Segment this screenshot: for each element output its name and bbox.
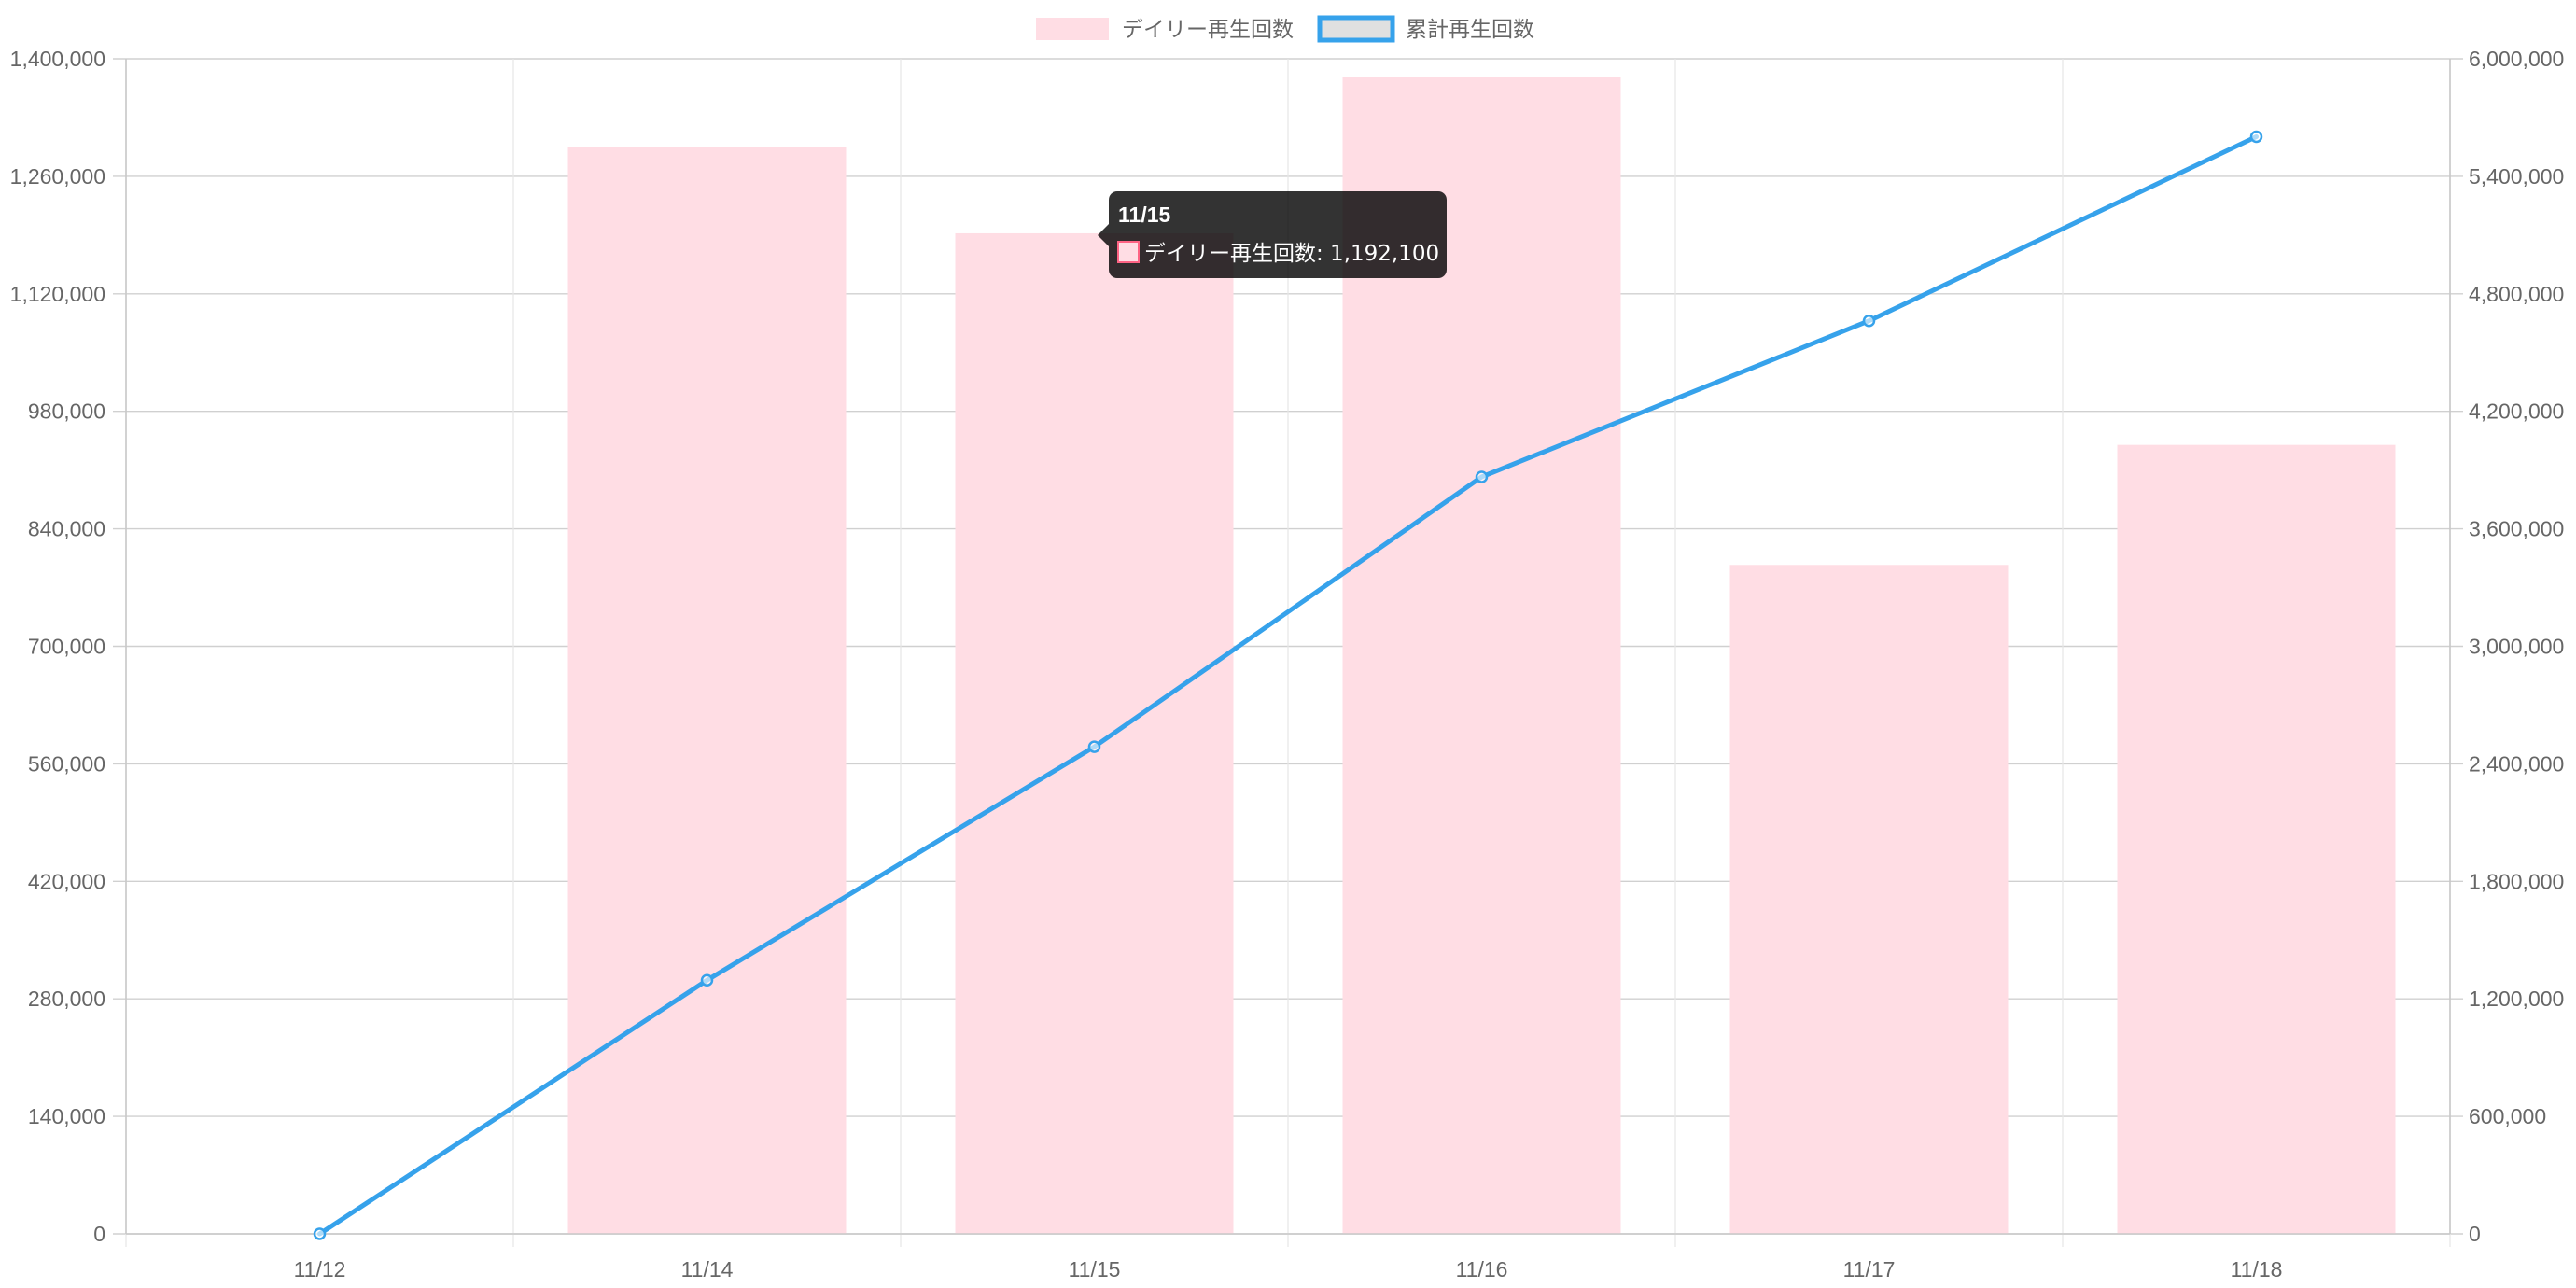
tooltip-box <box>1109 191 1447 278</box>
y-right-tick-label: 3,600,000 <box>2469 517 2564 541</box>
point-11-17 <box>1862 314 1876 328</box>
point-11-15 <box>1087 740 1101 753</box>
y-left-tick-label: 140,000 <box>28 1104 105 1128</box>
tooltip-color-box <box>1117 241 1140 263</box>
tooltip-label: デイリー再生回数: 1,192,100 <box>1144 242 1439 266</box>
point-11-14 <box>700 973 714 987</box>
y-left-tick-label: 980,000 <box>28 399 105 424</box>
bar-series-daily <box>567 77 2396 1235</box>
line-series-cumulative <box>313 130 2263 1240</box>
bar-11-17 <box>1729 565 2009 1234</box>
x-tick-label: 11/17 <box>1843 1257 1896 1281</box>
legend-swatch-cumulative[interactable] <box>1317 15 1395 43</box>
y-right-tick-label: 4,200,000 <box>2469 399 2564 424</box>
y-left-tick-label: 280,000 <box>28 987 105 1011</box>
y-left-tick-label: 560,000 <box>28 751 105 776</box>
cumulative-line <box>317 133 2259 1237</box>
axes: 0 140,000 280,000 420,000 560,000 700,000 840,… <box>10 47 2565 1281</box>
point-11-12 <box>313 1227 327 1240</box>
tooltip: 11/15 デイリー再生回数: 1,192,100 <box>1098 191 1447 278</box>
y-left-tick-label: 1,260,000 <box>10 164 105 189</box>
legend-swatch-daily[interactable] <box>1036 18 1109 40</box>
y-left-tick-label: 1,120,000 <box>10 282 105 306</box>
x-tick-label: 11/15 <box>1069 1257 1121 1281</box>
x-tick-label: 11/16 <box>1456 1257 1508 1281</box>
legend-label-cumulative[interactable]: 累計再生回数 <box>1406 18 1534 42</box>
point-11-16 <box>1475 470 1489 483</box>
y-right-tick-label: 2,400,000 <box>2469 751 2564 776</box>
legend-label-daily[interactable]: デイリー再生回数 <box>1122 18 1294 42</box>
bar-11-18 <box>2117 444 2396 1235</box>
y-left-tick-label: 0 <box>93 1222 105 1246</box>
bar-11-15 <box>955 232 1234 1234</box>
y-right-tick-label: 0 <box>2469 1222 2481 1246</box>
y-right-tick-label: 6,000,000 <box>2469 47 2564 71</box>
y-left-tick-label: 420,000 <box>28 869 105 893</box>
x-tick-label: 11/18 <box>2231 1257 2283 1281</box>
y-right-tick-label: 1,800,000 <box>2469 869 2564 893</box>
point-11-18 <box>2249 130 2263 144</box>
y-right-tick-label: 4,800,000 <box>2469 282 2564 306</box>
tooltip-title: 11/15 <box>1118 203 1170 227</box>
y-right-tick-label: 5,400,000 <box>2469 164 2564 189</box>
y-left-tick-label: 1,400,000 <box>10 47 105 71</box>
x-tick-label: 11/14 <box>681 1257 734 1281</box>
tooltip-caret <box>1098 224 1109 246</box>
y-right-tick-label: 600,000 <box>2469 1104 2546 1128</box>
bar-11-14 <box>567 147 847 1234</box>
y-left-tick-label: 700,000 <box>28 635 105 659</box>
y-left-tick-label: 840,000 <box>28 517 105 541</box>
y-right-tick-label: 3,000,000 <box>2469 635 2564 659</box>
y-right-tick-label: 1,200,000 <box>2469 987 2564 1011</box>
x-tick-label: 11/12 <box>294 1257 346 1281</box>
legend: デイリー再生回数 累計再生回数 <box>1036 15 1534 43</box>
